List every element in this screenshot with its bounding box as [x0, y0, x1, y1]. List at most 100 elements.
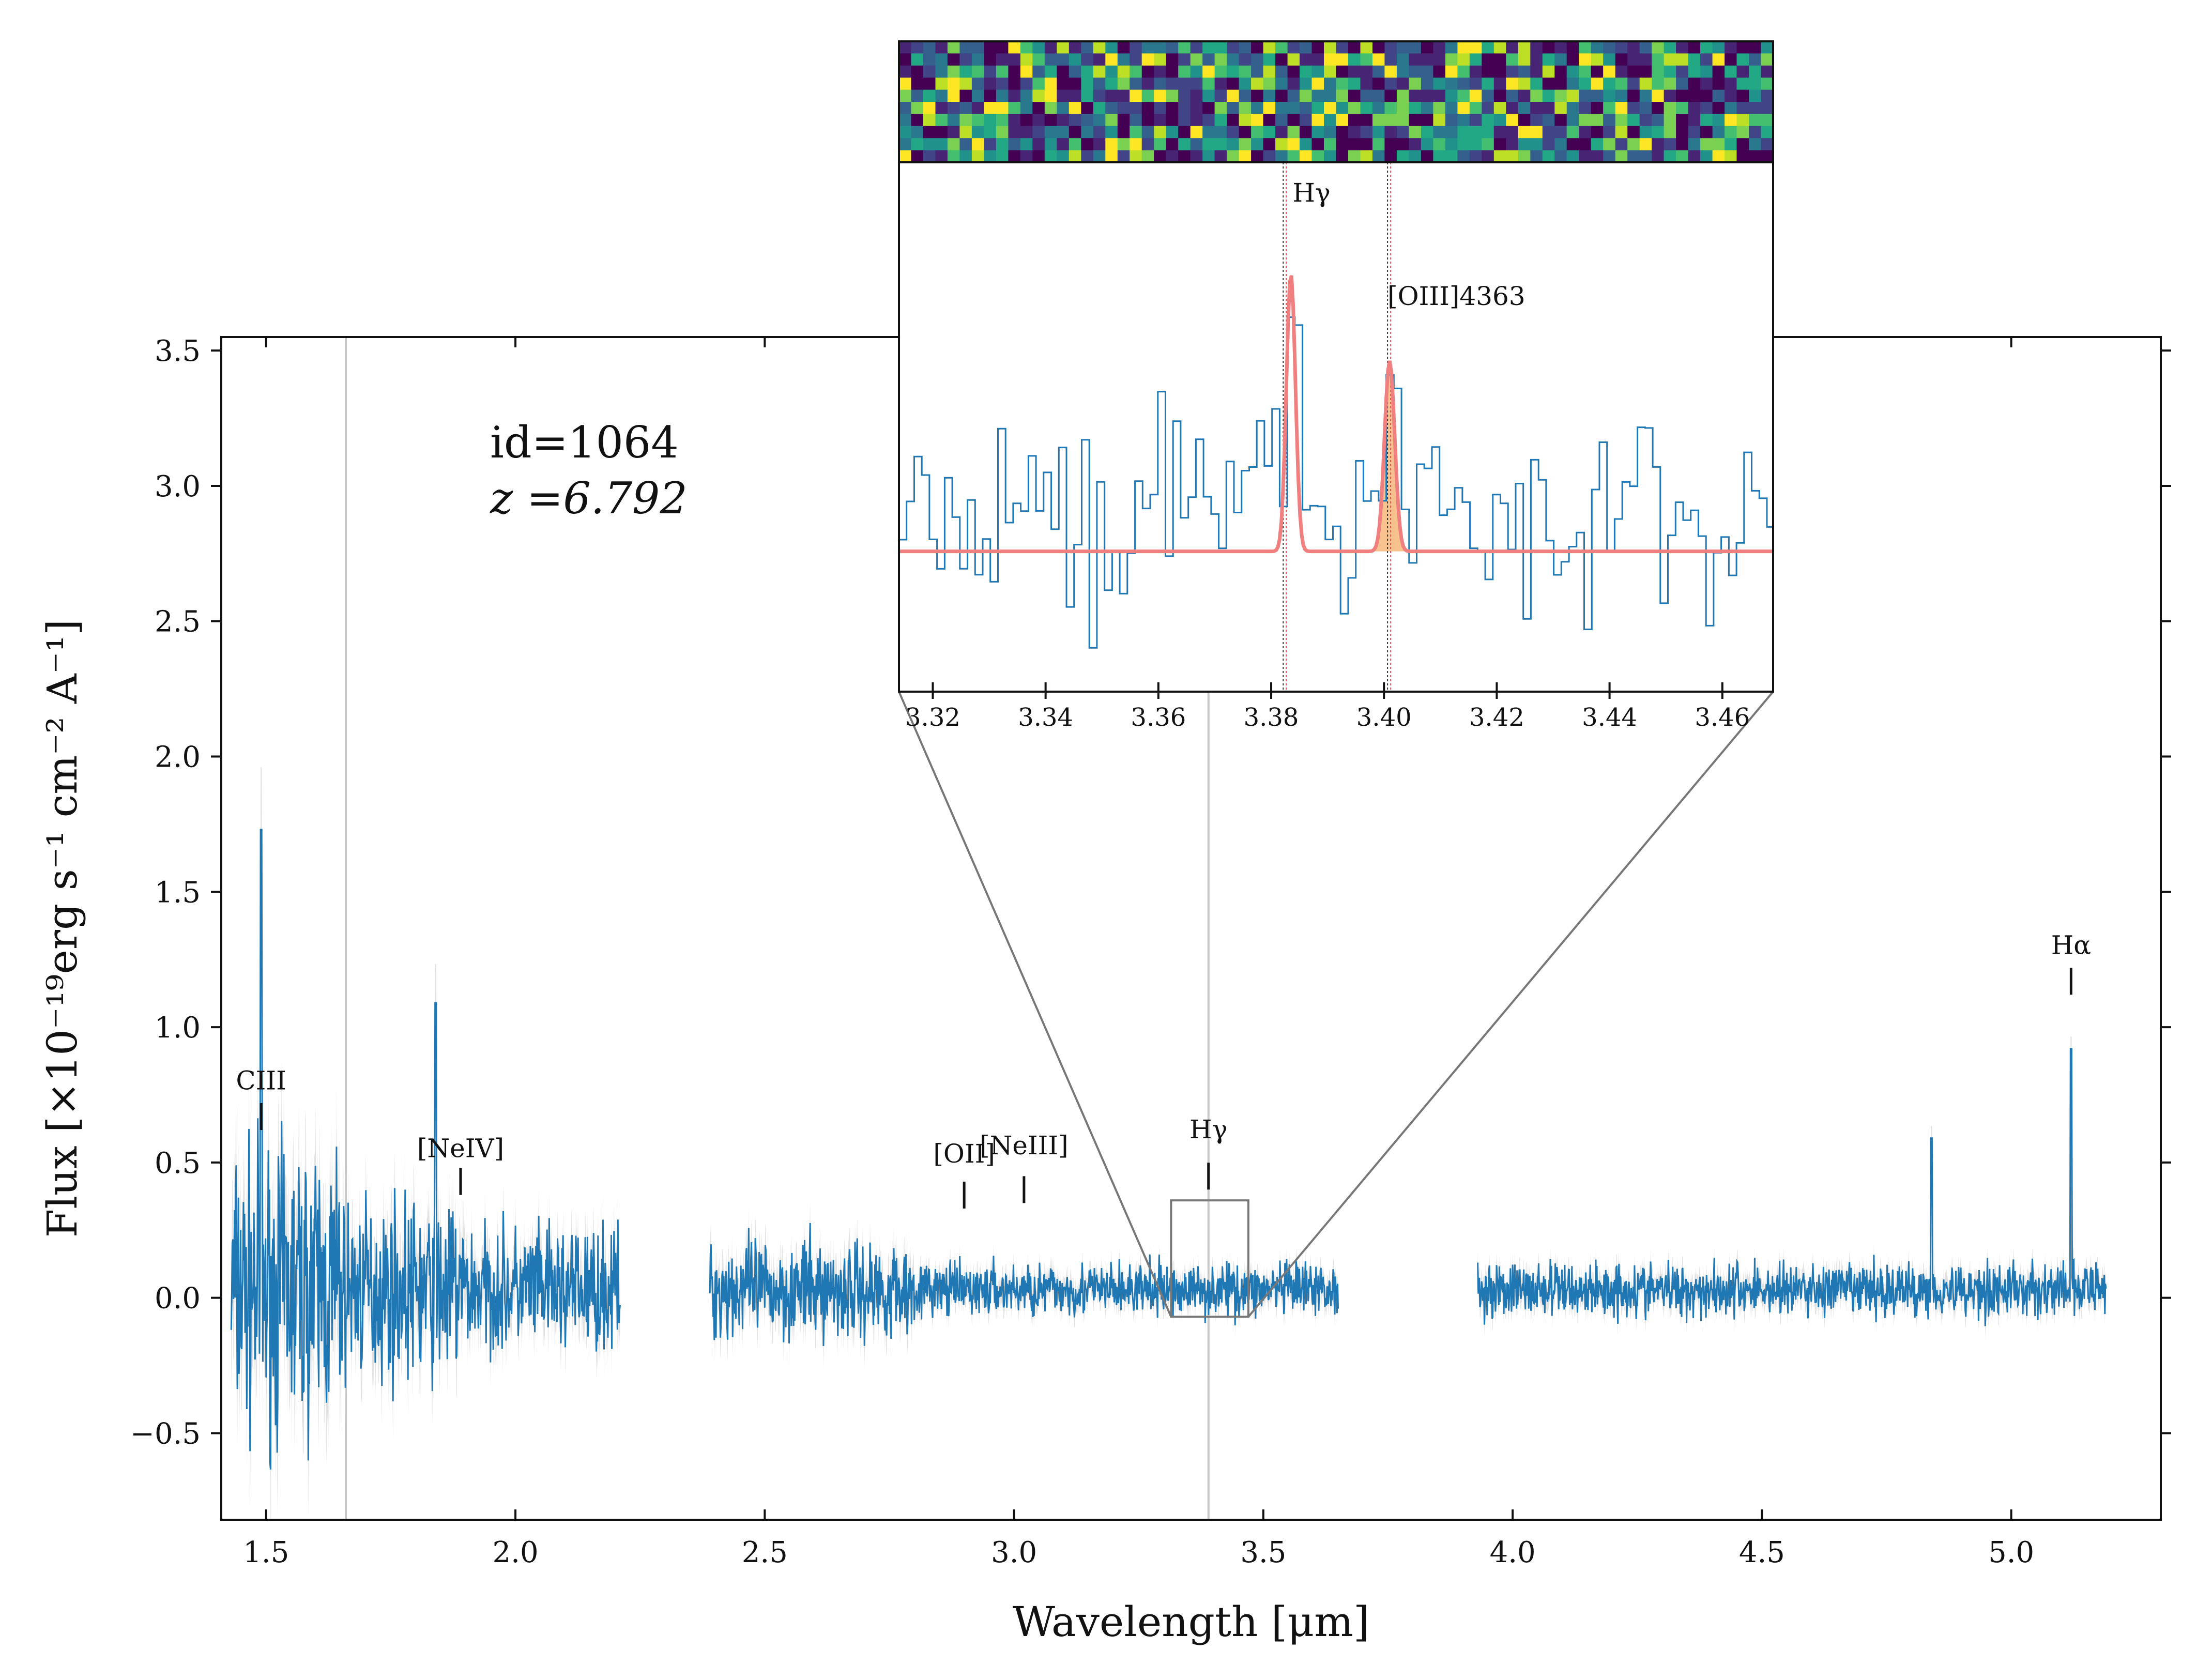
- strip-pixel: [1712, 89, 1725, 102]
- strip-pixel: [1384, 65, 1397, 78]
- strip-pixel: [1057, 126, 1070, 139]
- strip-pixel: [1117, 53, 1131, 66]
- strip-pixel: [1360, 89, 1373, 102]
- strip-pixel: [1141, 41, 1154, 54]
- strip-pixel: [1542, 102, 1555, 115]
- strip-pixel: [1300, 138, 1313, 151]
- strip-pixel: [1518, 102, 1531, 115]
- strip-pixel: [1652, 78, 1665, 90]
- strip-pixel: [1360, 65, 1373, 78]
- strip-pixel: [1712, 41, 1725, 54]
- strip-pixel: [1311, 53, 1324, 66]
- strip-pixel: [1105, 41, 1118, 54]
- strip-pixel: [1032, 78, 1045, 90]
- strip-pixel: [1130, 102, 1142, 115]
- strip-pixel: [923, 53, 936, 66]
- strip-pixel: [1384, 89, 1397, 102]
- y-axis-title: Flux [×10⁻¹⁹erg s⁻¹ cm⁻² A⁻¹]: [38, 619, 86, 1238]
- strip-pixel: [1396, 89, 1410, 102]
- strip-pixel: [1239, 89, 1252, 102]
- x-axis-title: Wavelength [μm]: [1013, 1598, 1370, 1646]
- strip-pixel: [1214, 53, 1227, 66]
- strip-pixel: [1190, 65, 1203, 78]
- strip-pixel: [1008, 102, 1021, 115]
- strip-pixel: [984, 41, 997, 54]
- strip-pixel: [1518, 138, 1531, 151]
- strip-pixel: [1130, 150, 1142, 163]
- strip-pixel: [1652, 53, 1665, 66]
- strip-pixel: [947, 102, 960, 115]
- strip-pixel: [1749, 65, 1762, 78]
- strip-pixel: [1311, 102, 1324, 115]
- strip-pixel: [935, 138, 948, 151]
- strip-pixel: [1202, 126, 1215, 139]
- strip-pixel: [1493, 41, 1507, 54]
- inset-x-tick-label-3: 3.38: [1244, 703, 1299, 732]
- strip-pixel: [1348, 78, 1361, 90]
- strip-pixel: [1214, 102, 1227, 115]
- strip-pixel: [1652, 114, 1665, 127]
- redshift-label: z =6.792: [490, 473, 688, 524]
- strip-pixel: [1166, 126, 1179, 139]
- strip-pixel: [1615, 41, 1628, 54]
- strip-pixel: [923, 65, 936, 78]
- strip-pixel: [971, 150, 985, 163]
- strip-pixel: [1360, 126, 1373, 139]
- strip-pixel: [1396, 78, 1410, 90]
- strip-pixel: [1032, 126, 1045, 139]
- inset-x-tick-label-1: 3.34: [1018, 703, 1073, 732]
- strip-pixel: [1372, 78, 1385, 90]
- strip-pixel: [935, 150, 948, 163]
- strip-pixel: [1700, 78, 1713, 90]
- strip-pixel: [1214, 150, 1227, 163]
- strip-pixel: [1178, 102, 1191, 115]
- strip-pixel: [1725, 53, 1737, 66]
- x-tick-label-6: 4.5: [1739, 1536, 1785, 1569]
- strip-pixel: [1457, 78, 1470, 90]
- strip-pixel: [1566, 89, 1579, 102]
- strip-pixel: [1372, 102, 1385, 115]
- strip-pixel: [1057, 78, 1070, 90]
- strip-pixel: [1081, 65, 1094, 78]
- strip-pixel: [1275, 65, 1288, 78]
- strip-pixel: [1591, 126, 1604, 139]
- strip-pixel: [1469, 78, 1483, 90]
- strip-pixel: [1579, 89, 1592, 102]
- strip-pixel: [899, 41, 912, 54]
- strip-pixel: [1566, 138, 1579, 151]
- strip-pixel: [1554, 102, 1567, 115]
- inset-x-tick-label-2: 3.36: [1131, 703, 1186, 732]
- strip-pixel: [1275, 41, 1288, 54]
- strip-pixel: [1566, 78, 1579, 90]
- strip-pixel: [1239, 65, 1252, 78]
- strip-pixel: [1336, 78, 1349, 90]
- strip-pixel: [1154, 126, 1167, 139]
- strip-pixel: [1639, 41, 1652, 54]
- strip-pixel: [1409, 126, 1422, 139]
- strip-pixel: [1202, 89, 1215, 102]
- strip-pixel: [1300, 126, 1313, 139]
- strip-pixel: [1469, 41, 1483, 54]
- strip-pixel: [1275, 102, 1288, 115]
- strip-pixel: [1591, 65, 1604, 78]
- strip-pixel: [1421, 89, 1434, 102]
- strip-pixel: [947, 114, 960, 127]
- strip-pixel: [971, 65, 985, 78]
- strip-pixel: [1263, 138, 1276, 151]
- strip-pixel: [1263, 41, 1276, 54]
- strip-pixel: [1615, 114, 1628, 127]
- strip-pixel: [1457, 114, 1470, 127]
- strip-pixel: [1493, 102, 1507, 115]
- strip-pixel: [1044, 78, 1058, 90]
- strip-pixel: [971, 89, 985, 102]
- strip-pixel: [1202, 102, 1215, 115]
- strip-pixel: [1749, 150, 1762, 163]
- strip-pixel: [1178, 150, 1191, 163]
- strip-pixel: [1081, 53, 1094, 66]
- strip-pixel: [1044, 150, 1058, 163]
- strip-pixel: [1044, 102, 1058, 115]
- strip-pixel: [1627, 150, 1640, 163]
- y-tick-label-4: 1.5: [155, 876, 201, 909]
- strip-pixel: [1190, 150, 1203, 163]
- strip-pixel: [1130, 53, 1142, 66]
